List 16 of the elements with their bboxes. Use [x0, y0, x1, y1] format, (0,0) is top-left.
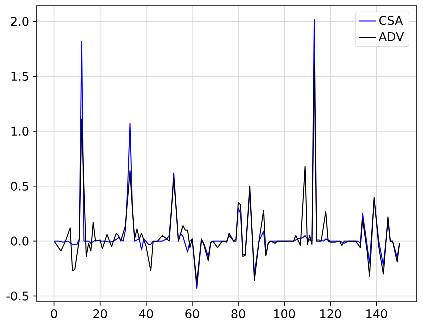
x-tick-label: 60: [186, 310, 200, 319]
y-tick-label: 0.0: [11, 236, 29, 246]
y-tick-label: 1.0: [12, 126, 29, 136]
legend-label: CSA: [380, 16, 404, 26]
x-tick-label: 0: [51, 310, 58, 319]
y-tick-label: 2.0: [11, 17, 29, 26]
legend-label: ADV: [378, 32, 404, 42]
x-tick-label: 120: [320, 310, 342, 319]
y-tick-label: 1.5: [12, 72, 28, 82]
y-tick-label: 0.5: [11, 182, 28, 191]
y-tick-label: -0.5: [6, 292, 28, 301]
x-tick-label: 140: [366, 310, 388, 319]
x-tick-label: 80: [232, 310, 246, 319]
x-tick-label: 100: [274, 310, 296, 319]
x-tick-label: 20: [94, 310, 108, 319]
x-tick-label: 40: [139, 310, 154, 319]
